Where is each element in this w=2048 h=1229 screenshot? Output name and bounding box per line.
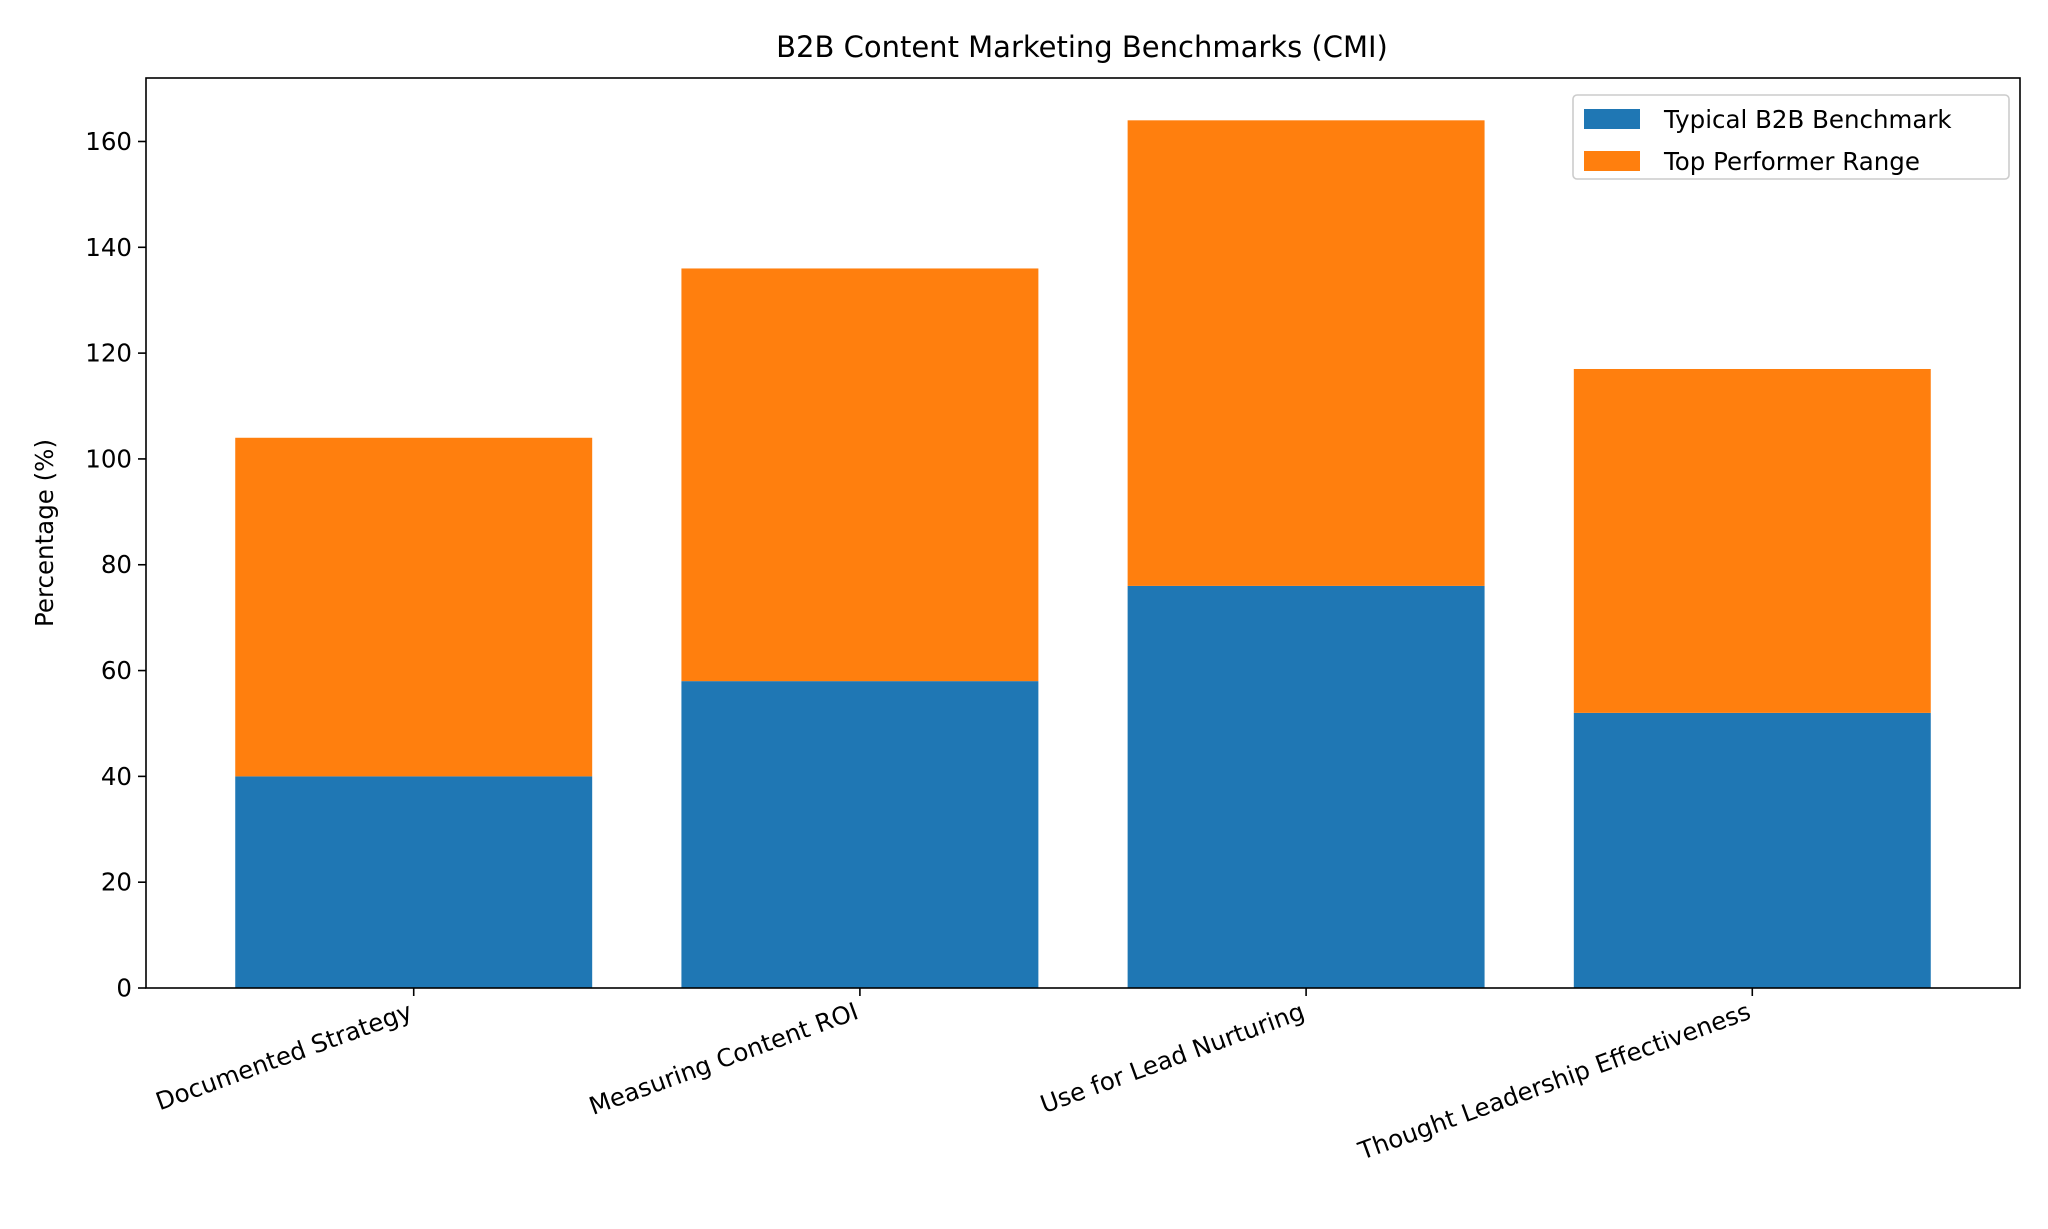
- y-tick-label: 160: [85, 127, 132, 156]
- bar-top-performer-0: [235, 437, 593, 777]
- bar-top-performer-1: [681, 268, 1039, 682]
- bars-group: [235, 120, 1931, 988]
- legend-box: [1572, 94, 2010, 180]
- y-tick-label: 40: [101, 762, 132, 791]
- y-tick-label: 100: [85, 444, 132, 473]
- chart-title: B2B Content Marketing Benchmarks (CMI): [776, 30, 1388, 64]
- y-axis-label: Percentage (%): [30, 439, 59, 627]
- legend: Typical B2B Benchmark Top Performer Range: [1572, 94, 2010, 180]
- plot-frame: [145, 77, 2021, 989]
- y-tick-label: 0: [116, 974, 132, 1003]
- y-tick-label: 80: [101, 550, 132, 579]
- bar-typical-0: [235, 776, 593, 988]
- bar-top-performer-2: [1127, 120, 1485, 586]
- legend-swatch: [1584, 151, 1640, 171]
- bar-typical-1: [681, 681, 1039, 988]
- legend-swatch: [1584, 109, 1640, 129]
- legend-label: Top Performer Range: [1663, 147, 1920, 176]
- y-tick-label: 140: [85, 233, 132, 262]
- y-tick-label: 120: [85, 339, 132, 368]
- bar-typical-2: [1127, 585, 1485, 988]
- y-axis: 0 20 40 60 80 100 120 140 160: [85, 127, 146, 1003]
- bar-typical-3: [1573, 712, 1931, 988]
- y-tick-label: 60: [101, 656, 132, 685]
- bar-top-performer-3: [1573, 368, 1931, 713]
- legend-label: Typical B2B Benchmark: [1663, 105, 1952, 134]
- y-tick-label: 20: [101, 868, 132, 897]
